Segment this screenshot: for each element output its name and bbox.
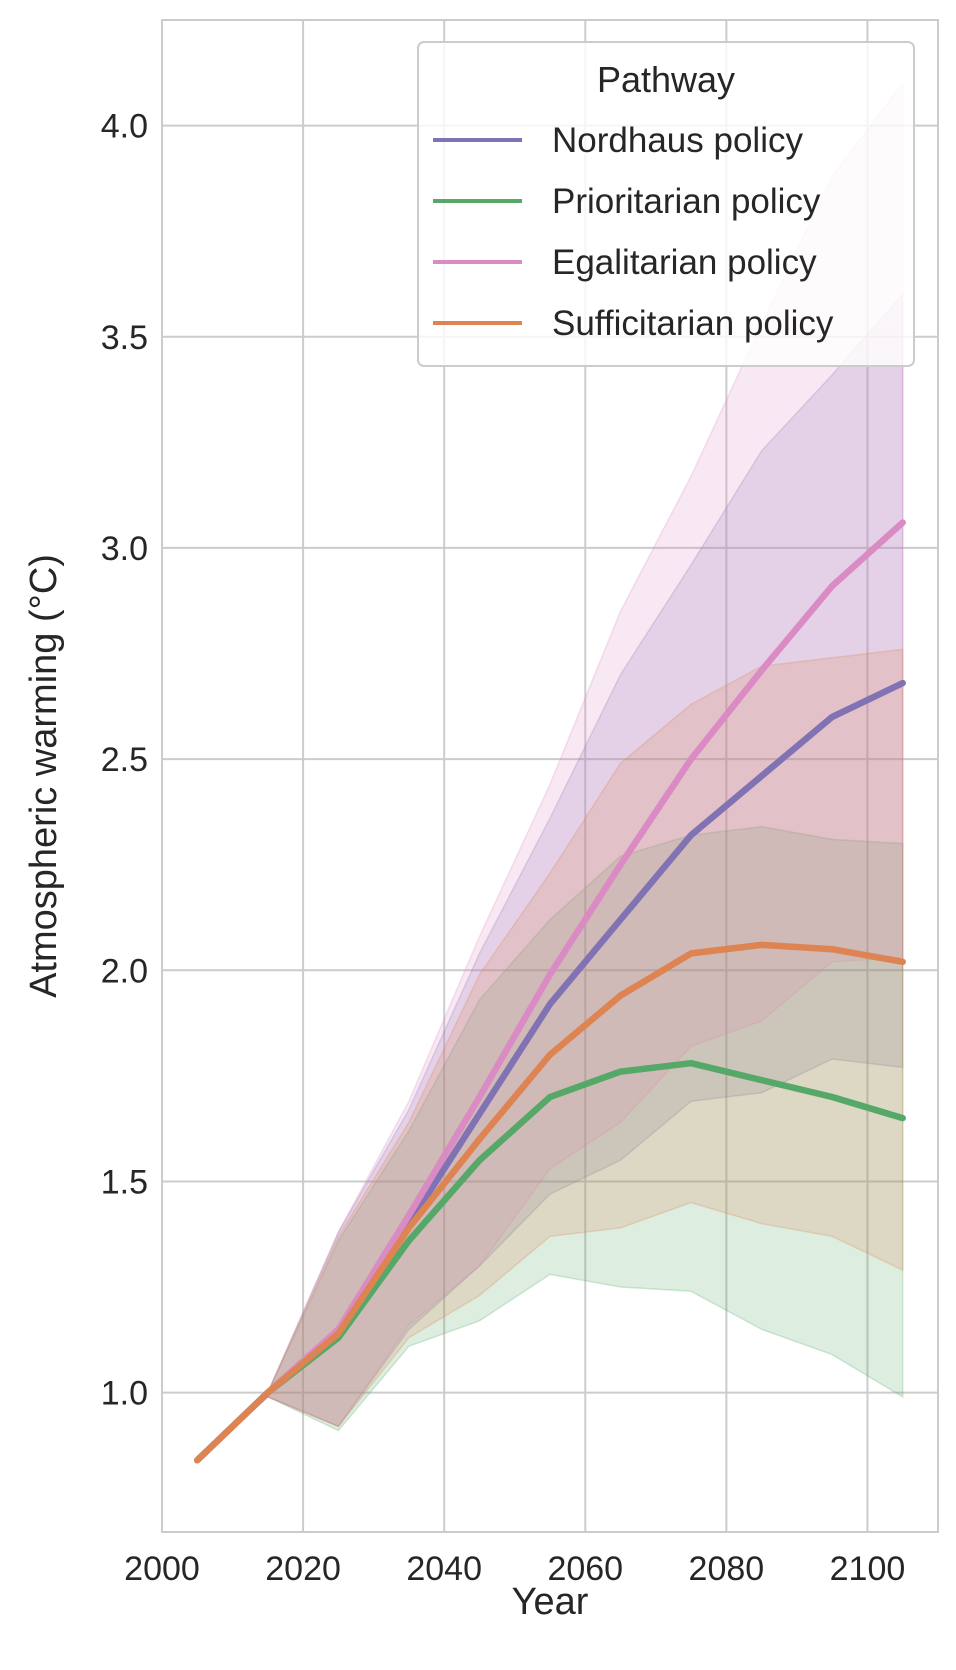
tick-labels: 2000 2020 2040 2060 2080 2100 1.0 1.5 2.0 2.5 3.0 3… xyxy=(101,108,906,1588)
x-axis-label: Year xyxy=(512,1581,589,1623)
y-tick-label: 1.5 xyxy=(101,1163,148,1201)
x-tick-label: 2020 xyxy=(265,1550,341,1588)
y-tick-label: 4.0 xyxy=(101,108,148,146)
legend-label: Egalitarian policy xyxy=(552,243,817,282)
series-line xyxy=(194,941,906,1464)
confidence-bands xyxy=(196,81,904,1461)
legend-label: Nordhaus policy xyxy=(552,121,803,160)
x-tick-label: 2080 xyxy=(689,1550,765,1588)
x-tick-label: 2000 xyxy=(124,1550,200,1588)
x-tick-label: 2060 xyxy=(547,1550,623,1588)
y-tick-label: 2.5 xyxy=(101,741,148,779)
x-tick-label: 2040 xyxy=(406,1550,482,1588)
y-tick-label: 3.0 xyxy=(101,530,148,568)
x-tick-label: 2100 xyxy=(830,1550,906,1588)
legend-entries: Nordhaus policy Prioritarian policy Egalit… xyxy=(433,121,834,343)
y-tick-label: 2.0 xyxy=(101,952,148,990)
legend-box xyxy=(417,41,915,367)
series-lines xyxy=(194,519,906,1464)
legend-title: Pathway xyxy=(597,59,735,100)
y-axis-label: Atmospheric warming (°C) xyxy=(23,554,65,998)
legend: Pathway Nordhaus policy Prioritarian poli… xyxy=(417,41,915,367)
y-tick-label: 3.5 xyxy=(101,319,148,357)
plot-frame xyxy=(161,19,939,1533)
y-tick-label: 1.0 xyxy=(101,1375,148,1413)
legend-label: Sufficitarian policy xyxy=(552,304,834,343)
legend-label: Prioritarian policy xyxy=(552,182,821,221)
